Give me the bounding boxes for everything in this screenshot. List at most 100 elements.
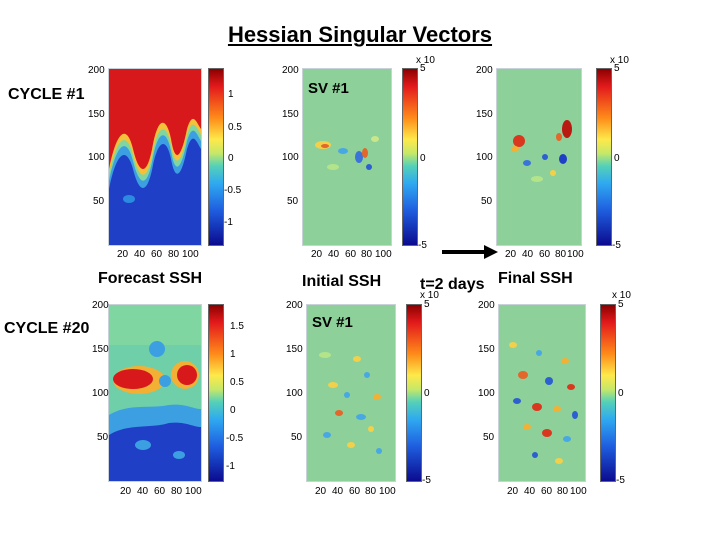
y-tick: 150 (92, 344, 109, 355)
cbar-tick: 0 (424, 388, 430, 399)
cbar-tick: 5 (420, 63, 426, 74)
cbar-scale: x 10 (420, 290, 439, 301)
x-tick: 60 (154, 486, 166, 497)
y-tick: 100 (92, 388, 109, 399)
x-tick: 20 (507, 486, 519, 497)
y-tick: 200 (476, 65, 493, 76)
y-tick: 200 (286, 300, 303, 311)
y-tick: 100 (286, 388, 303, 399)
x-tick: 100 (185, 486, 202, 497)
x-tick: 80 (361, 249, 373, 260)
x-tick: 80 (555, 249, 567, 260)
x-tick: 100 (570, 486, 587, 497)
x-tick: 100 (182, 249, 199, 260)
y-tick: 50 (97, 432, 109, 443)
cbar-tick: -1 (226, 461, 235, 472)
cbar-tick: 5 (618, 299, 624, 310)
forecast-ssh-label: Forecast SSH (98, 270, 203, 287)
x-tick: 80 (557, 486, 569, 497)
cbar-tick: -5 (612, 240, 621, 251)
y-tick: 150 (286, 344, 303, 355)
cbar-tick: 0 (420, 153, 426, 164)
cbar-tick: -1 (224, 217, 233, 228)
x-tick: 20 (315, 486, 327, 497)
y-tick: 50 (93, 196, 105, 207)
x-tick: 40 (328, 249, 340, 260)
y-tick: 50 (483, 432, 495, 443)
colorbar-final-cycle1 (596, 68, 612, 246)
x-tick: 60 (345, 249, 357, 260)
y-tick: 150 (88, 109, 105, 120)
cbar-tick: 0.5 (228, 122, 242, 133)
colorbar-forecast-cycle20 (208, 304, 224, 482)
sv-label-cycle20: SV #1 (312, 314, 353, 331)
cbar-tick: 1 (230, 349, 236, 360)
final-ssh-label: Final SSH (498, 270, 573, 287)
cbar-tick: 0.5 (230, 377, 244, 388)
colorbar-final-cycle20 (600, 304, 616, 482)
cbar-tick: -0.5 (226, 433, 244, 444)
x-tick: 80 (171, 486, 183, 497)
forecast-ssh-map-cycle20 (108, 304, 202, 482)
x-tick: 100 (567, 249, 584, 260)
colorbar-initial-cycle1 (402, 68, 418, 246)
cycle-20-label: CYCLE #20 (4, 320, 90, 337)
cbar-tick: 0 (230, 405, 236, 416)
y-tick: 150 (282, 109, 299, 120)
initial-ssh-label: Initial SSH (302, 273, 382, 290)
x-tick: 60 (349, 486, 361, 497)
x-tick: 100 (375, 249, 392, 260)
y-tick: 50 (481, 196, 493, 207)
cbar-scale: x 10 (610, 55, 629, 66)
time-arrow-label: t=2 days (420, 276, 485, 293)
final-sv-map-cycle20 (498, 304, 586, 482)
x-tick: 60 (539, 249, 551, 260)
y-tick: 100 (478, 388, 495, 399)
x-tick: 20 (117, 249, 129, 260)
y-tick: 100 (476, 152, 493, 163)
x-tick: 40 (137, 486, 149, 497)
cbar-tick: 0 (614, 153, 620, 164)
cbar-tick: 1.5 (230, 321, 244, 332)
cbar-tick: -5 (616, 475, 625, 486)
x-tick: 40 (332, 486, 344, 497)
y-tick: 150 (478, 344, 495, 355)
x-tick: 20 (120, 486, 132, 497)
y-tick: 100 (88, 152, 105, 163)
x-tick: 60 (151, 249, 163, 260)
x-tick: 60 (541, 486, 553, 497)
x-tick: 40 (522, 249, 534, 260)
cbar-tick: 1 (228, 89, 234, 100)
x-tick: 40 (524, 486, 536, 497)
y-tick: 50 (287, 196, 299, 207)
colorbar-initial-cycle20 (406, 304, 422, 482)
colorbar-forecast-cycle1 (208, 68, 224, 246)
x-tick: 80 (365, 486, 377, 497)
initial-sv-map-cycle1 (302, 68, 392, 246)
x-tick: 20 (311, 249, 323, 260)
y-tick: 200 (92, 300, 109, 311)
y-tick: 50 (291, 432, 303, 443)
x-tick: 80 (168, 249, 180, 260)
y-tick: 100 (282, 152, 299, 163)
arrow-icon (442, 245, 498, 259)
cbar-scale: x 10 (612, 290, 631, 301)
cycle-1-label: CYCLE #1 (8, 86, 85, 103)
cbar-tick: 5 (424, 299, 430, 310)
forecast-ssh-map-cycle1 (108, 68, 202, 246)
cbar-tick: -5 (422, 475, 431, 486)
figure-title: Hessian Singular Vectors (227, 22, 493, 47)
cbar-tick: -5 (418, 240, 427, 251)
y-tick: 200 (478, 300, 495, 311)
y-tick: 200 (282, 65, 299, 76)
y-tick: 150 (476, 109, 493, 120)
x-tick: 100 (379, 486, 396, 497)
cbar-scale: x 10 (416, 55, 435, 66)
sv-label-cycle1: SV #1 (308, 80, 349, 97)
x-tick: 20 (505, 249, 517, 260)
y-tick: 200 (88, 65, 105, 76)
x-tick: 40 (134, 249, 146, 260)
cbar-tick: 5 (614, 63, 620, 74)
initial-sv-map-cycle20 (306, 304, 396, 482)
cbar-tick: -0.5 (224, 185, 242, 196)
